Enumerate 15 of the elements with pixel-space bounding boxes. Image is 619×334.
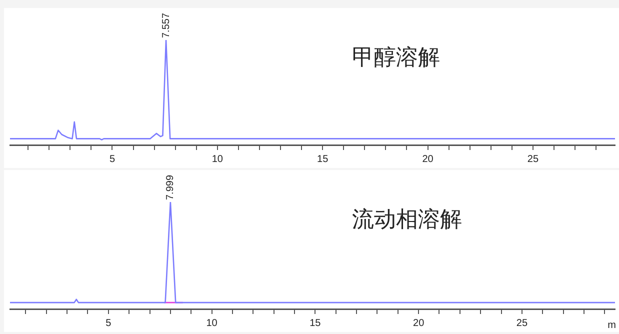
x-tick-label: 20	[422, 154, 434, 165]
annotation: 7.557	[160, 12, 172, 38]
x-tick-label: 20	[413, 318, 425, 329]
x-tick-label: 10	[212, 154, 224, 165]
annotation: 7.999	[165, 174, 176, 200]
x-tick-label: 25	[516, 318, 528, 329]
x-tick-label: 15	[310, 318, 322, 329]
x-tick-label: 15	[317, 154, 329, 165]
x-tick-label: 25	[527, 154, 539, 165]
chart-title: 流动相溶解	[352, 208, 462, 233]
x-tick-label: 5	[106, 318, 112, 329]
x-axis-title: m	[608, 320, 616, 331]
x-tick-label: 10	[206, 318, 218, 329]
chart-title: 甲醇溶解	[352, 46, 440, 71]
x-tick-label: 5	[109, 154, 116, 165]
